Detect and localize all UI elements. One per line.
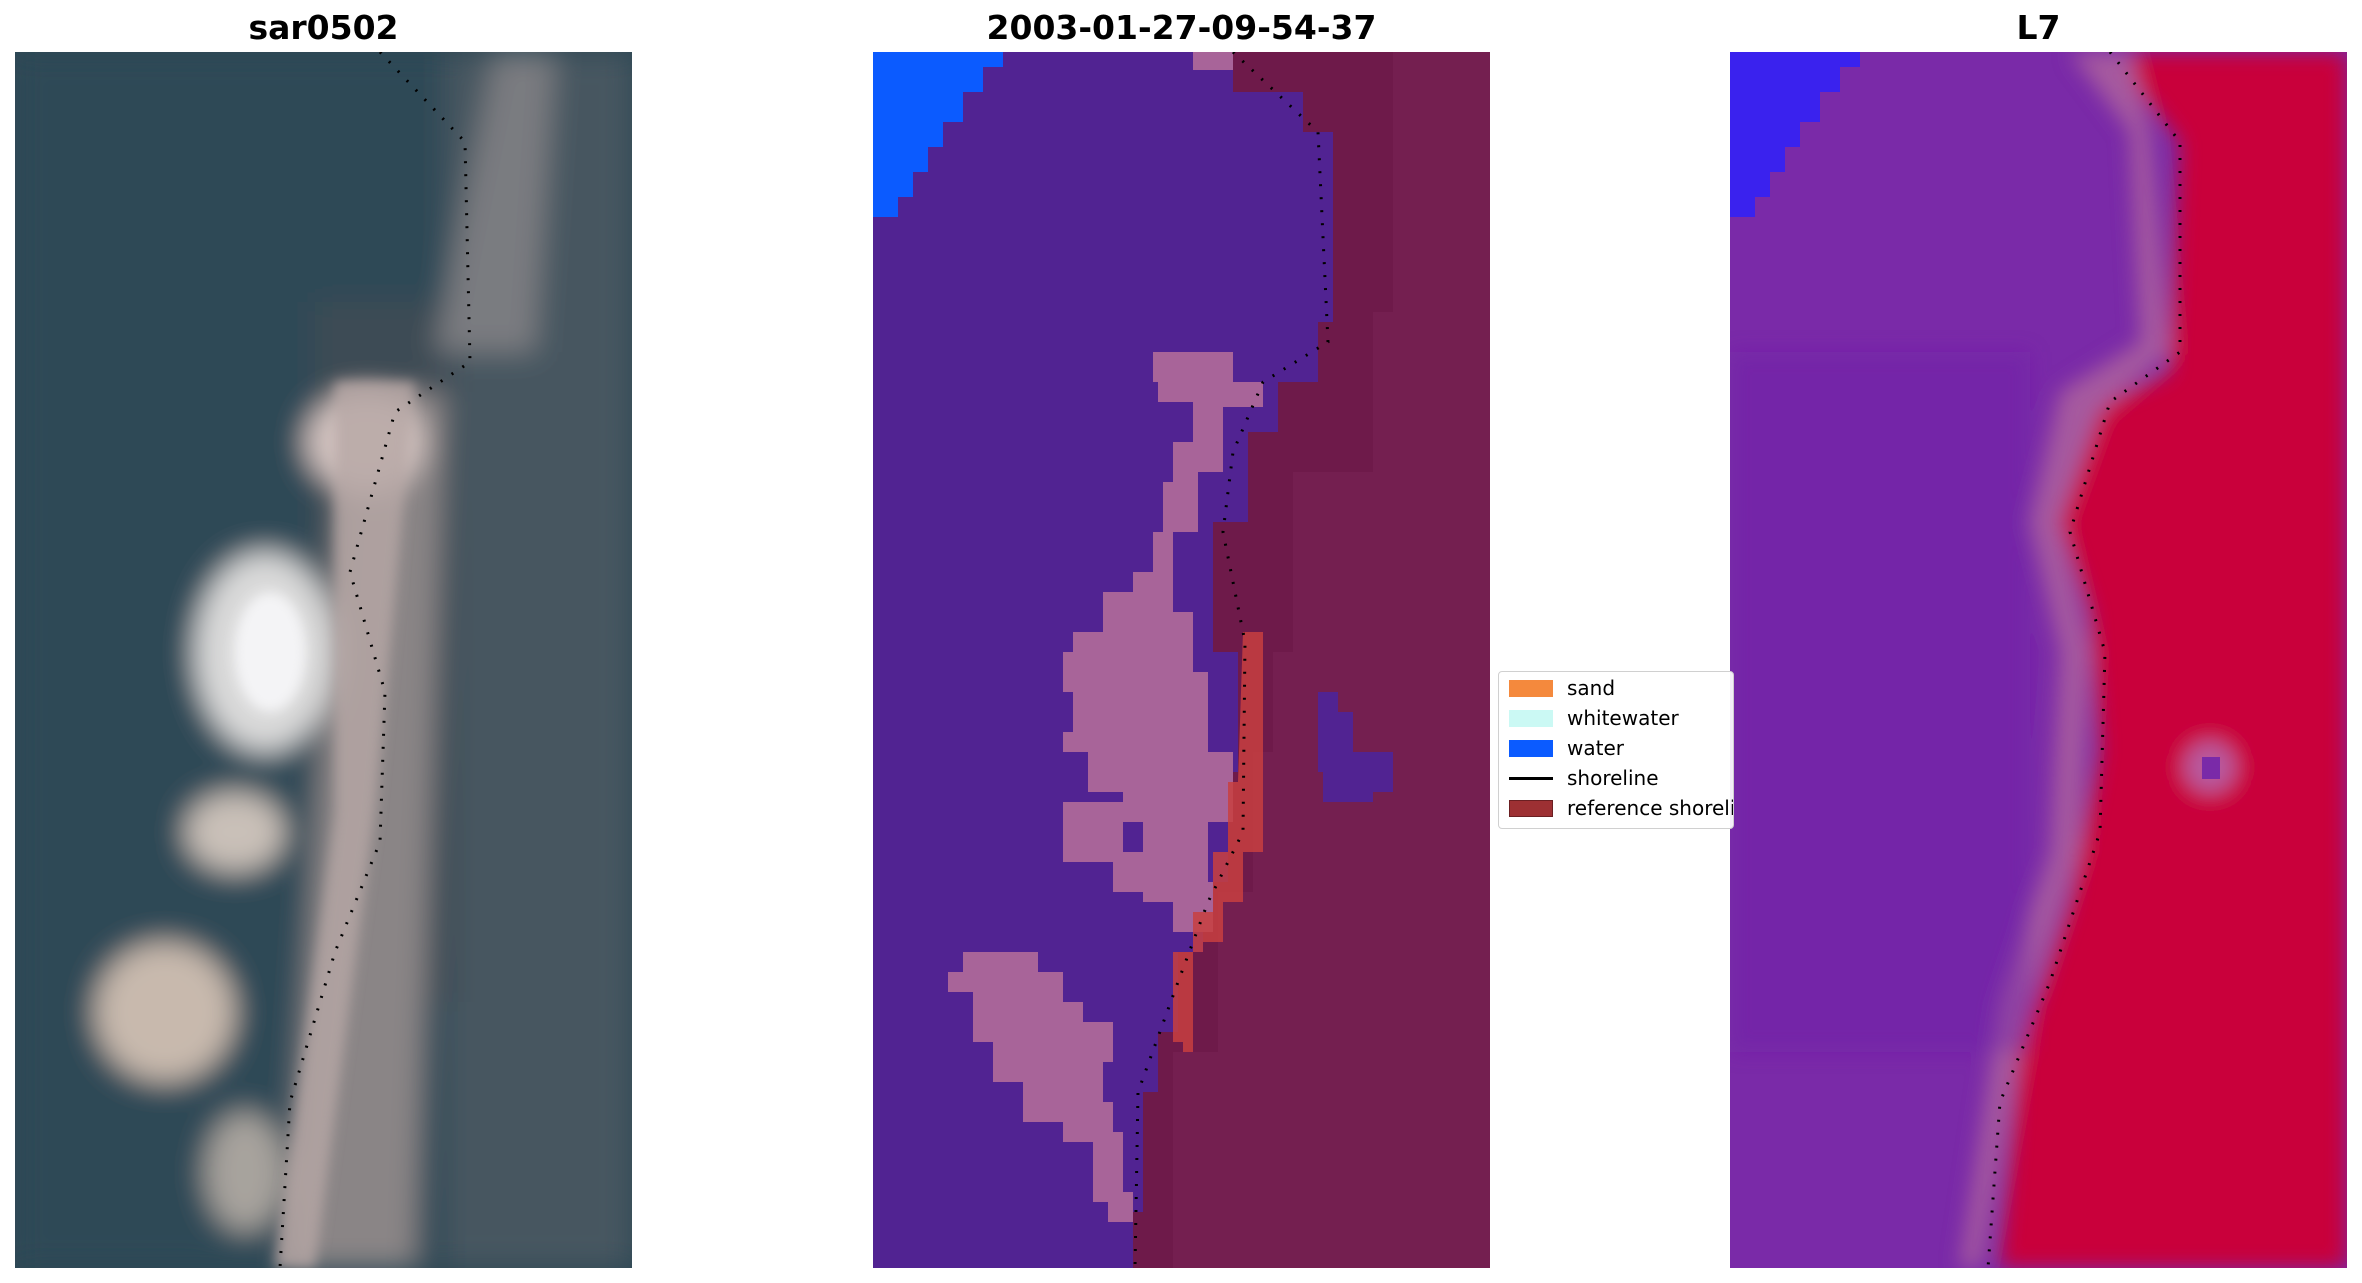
legend-item-reference-shoreline-buffer: reference shoreline buffer xyxy=(1509,796,1733,820)
legend-item-shoreline: shoreline xyxy=(1509,766,1659,790)
index-image-panel xyxy=(1730,52,2347,1268)
legend-label: water xyxy=(1567,736,1624,760)
reference-buffer-swatch xyxy=(1509,799,1553,817)
whitewater-swatch xyxy=(1509,709,1553,727)
classified-image-panel xyxy=(873,52,1490,1268)
legend-label: whitewater xyxy=(1567,706,1679,730)
classified-image xyxy=(873,52,1490,1268)
rgb-image-panel xyxy=(15,52,632,1268)
legend: sand whitewater water shoreline referenc… xyxy=(1498,671,1734,829)
legend-item-sand: sand xyxy=(1509,676,1615,700)
index-image xyxy=(1730,52,2347,1268)
sand-swatch xyxy=(1509,679,1553,697)
shoreline-swatch xyxy=(1509,776,1553,780)
water-swatch xyxy=(1509,739,1553,757)
panel-title-index: L7 xyxy=(2016,8,2061,47)
rgb-image xyxy=(15,52,632,1268)
panel-title-classified: 2003-01-27-09-54-37 xyxy=(986,8,1377,47)
legend-item-whitewater: whitewater xyxy=(1509,706,1679,730)
legend-label: reference shoreline buffer xyxy=(1567,796,1733,820)
legend-label: sand xyxy=(1567,676,1616,700)
legend-item-water: water xyxy=(1509,736,1624,760)
legend-label: shoreline xyxy=(1567,766,1659,790)
panel-title-rgb: sar0502 xyxy=(248,8,399,47)
